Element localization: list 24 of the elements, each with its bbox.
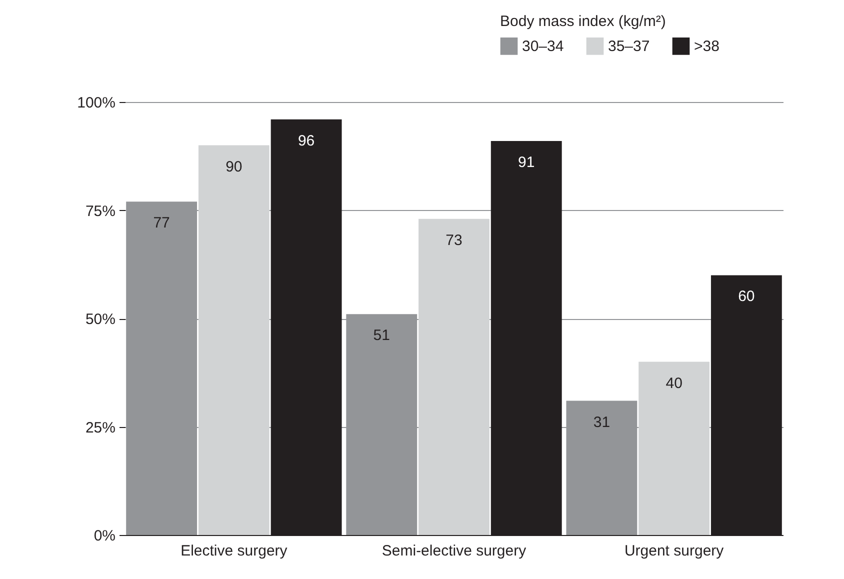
y-tick-label: 75% bbox=[85, 202, 116, 220]
data-label: 91 bbox=[518, 154, 535, 171]
bar bbox=[198, 145, 270, 535]
x-tick-label: Semi-elective surgery bbox=[382, 542, 527, 560]
bar bbox=[418, 218, 490, 535]
y-tick-label: 25% bbox=[85, 419, 116, 436]
data-label: 40 bbox=[666, 374, 682, 392]
x-tick-label: Elective surgery bbox=[180, 542, 288, 560]
x-tick-label: Urgent surgery bbox=[624, 542, 724, 560]
legend-label: 30–34 bbox=[522, 38, 564, 56]
data-label: 51 bbox=[373, 327, 390, 344]
bar bbox=[638, 362, 710, 535]
data-label: 96 bbox=[298, 132, 315, 150]
data-label: 73 bbox=[446, 232, 462, 249]
data-label: 60 bbox=[738, 288, 755, 306]
data-label: 90 bbox=[226, 158, 242, 176]
y-tick-label: 50% bbox=[85, 311, 116, 328]
y-tick-label: 0% bbox=[94, 528, 116, 544]
legend-label: >38 bbox=[694, 38, 720, 56]
data-label: 77 bbox=[153, 214, 170, 232]
legend-label: 35–37 bbox=[608, 38, 650, 56]
y-tick-label: 100% bbox=[77, 94, 116, 112]
legend-title: Body mass index (kg/m²) bbox=[500, 13, 666, 30]
data-label: 31 bbox=[593, 414, 610, 431]
